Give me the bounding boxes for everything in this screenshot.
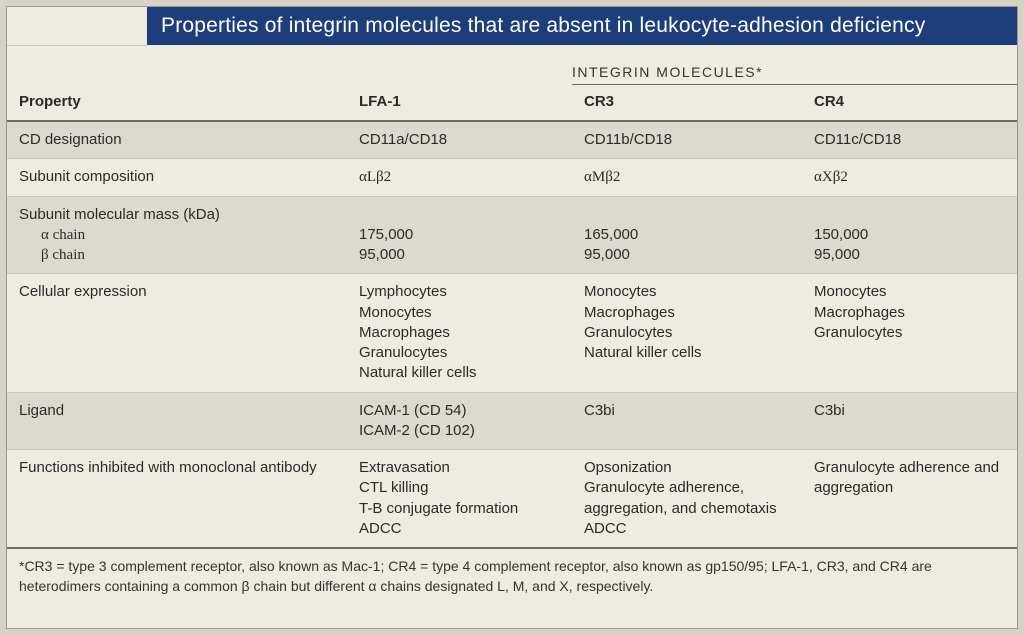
cell-property: CD designation	[7, 121, 347, 159]
table-row: Subunit molecular mass (kDa) α chain β c…	[7, 196, 1017, 274]
table-row: Ligand ICAM-1 (CD 54) ICAM-2 (CD 102) C3…	[7, 392, 1017, 450]
cell-lfa1: CD11a/CD18	[347, 121, 572, 159]
span-header: INTEGRIN MOLECULES*	[572, 64, 763, 80]
cell-cr3: Monocytes Macrophages Granulocytes Natur…	[572, 274, 802, 392]
table-row: Cellular expression Lymphocytes Monocyte…	[7, 274, 1017, 392]
table-footnote: *CR3 = type 3 complement receptor, also …	[7, 549, 1017, 600]
cell-cr4: αXβ2	[802, 159, 1017, 196]
cell-cr3: 165,000 95,000	[572, 196, 802, 274]
cell-cr3: C3bi	[572, 392, 802, 450]
cell-cr4: Granulocyte adherence and aggregation	[802, 450, 1017, 549]
span-header-row: INTEGRIN MOLECULES*	[7, 58, 1017, 85]
properties-table: INTEGRIN MOLECULES* Property LFA-1 CR3 C…	[7, 46, 1017, 549]
cell-property-sub2: β chain	[19, 245, 339, 265]
col-header-cr4: CR4	[802, 85, 1017, 122]
cell-property: Ligand	[7, 392, 347, 450]
cell-cr4: CD11c/CD18	[802, 121, 1017, 159]
cell-lfa1: αLβ2	[347, 159, 572, 196]
col-header-property: Property	[7, 85, 347, 122]
table-row: Functions inhibited with monoclonal anti…	[7, 450, 1017, 549]
cell-lfa1: ICAM-1 (CD 54) ICAM-2 (CD 102)	[347, 392, 572, 450]
cell-property: Functions inhibited with monoclonal anti…	[7, 450, 347, 549]
title-bar-gap	[7, 7, 147, 46]
cell-property-sub1: α chain	[19, 225, 339, 245]
table-row: CD designation CD11a/CD18 CD11b/CD18 CD1…	[7, 121, 1017, 159]
table-row: Subunit composition αLβ2 αMβ2 αXβ2	[7, 159, 1017, 196]
cell-lfa1: 175,000 95,000	[347, 196, 572, 274]
cell-property: Cellular expression	[7, 274, 347, 392]
column-headers-row: Property LFA-1 CR3 CR4	[7, 85, 1017, 122]
cell-cr3: αMβ2	[572, 159, 802, 196]
cell-cr4: 150,000 95,000	[802, 196, 1017, 274]
table-title: Properties of integrin molecules that ar…	[147, 7, 1017, 45]
cell-lfa1: Lymphocytes Monocytes Macrophages Granul…	[347, 274, 572, 392]
cell-cr3: CD11b/CD18	[572, 121, 802, 159]
title-bar: Properties of integrin molecules that ar…	[7, 7, 1017, 46]
cell-cr4: Monocytes Macrophages Granulocytes	[802, 274, 1017, 392]
cell-property: Subunit composition	[7, 159, 347, 196]
col-header-lfa1: LFA-1	[347, 85, 572, 122]
cell-property: Subunit molecular mass (kDa) α chain β c…	[7, 196, 347, 274]
cell-lfa1: Extravasation CTL killing T-B conjugate …	[347, 450, 572, 549]
cell-cr3: Opsonization Granulocyte adherence, aggr…	[572, 450, 802, 549]
col-header-cr3: CR3	[572, 85, 802, 122]
table-panel: Properties of integrin molecules that ar…	[6, 6, 1018, 629]
cell-cr4: C3bi	[802, 392, 1017, 450]
cell-property-main: Subunit molecular mass (kDa)	[19, 206, 220, 223]
